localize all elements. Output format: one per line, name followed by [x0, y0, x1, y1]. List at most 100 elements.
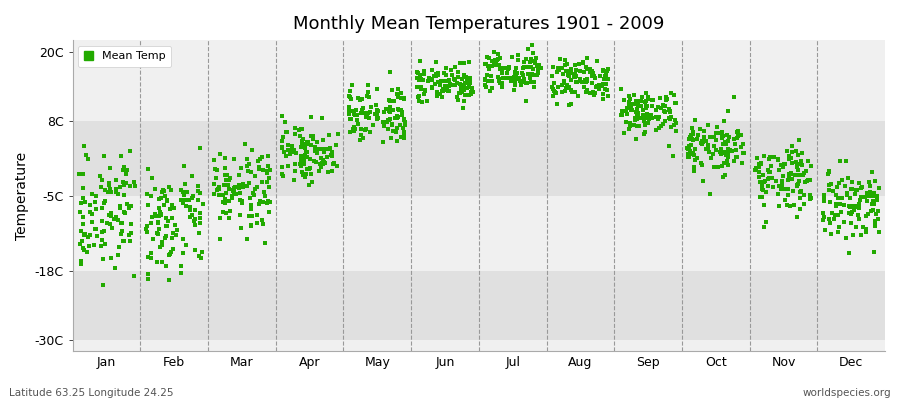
Point — [80, 234, 94, 240]
Point — [563, 101, 578, 108]
Point — [709, 124, 724, 130]
Point — [698, 146, 713, 152]
Point — [120, 201, 134, 207]
Point — [103, 164, 117, 171]
Point — [495, 83, 509, 90]
Point — [687, 168, 701, 174]
Point — [792, 206, 806, 212]
Point — [294, 156, 309, 162]
Point — [113, 220, 128, 226]
Point — [127, 179, 141, 186]
Point — [456, 87, 471, 94]
Point — [353, 137, 367, 143]
Point — [771, 167, 786, 173]
Point — [752, 160, 767, 167]
Point — [220, 210, 234, 216]
Point — [326, 161, 340, 167]
Point — [579, 89, 593, 95]
Point — [695, 140, 709, 147]
Point — [633, 115, 647, 121]
Point — [320, 169, 335, 175]
Point — [595, 83, 609, 90]
Point — [622, 120, 636, 126]
Point — [96, 282, 111, 289]
Point — [508, 65, 523, 71]
Point — [682, 134, 697, 140]
Point — [421, 78, 436, 84]
Point — [523, 58, 537, 65]
Point — [562, 71, 576, 78]
Point — [317, 147, 331, 154]
Point — [255, 154, 269, 160]
Point — [439, 78, 454, 84]
Point — [436, 88, 450, 94]
Point — [174, 187, 188, 194]
Point — [779, 202, 794, 208]
Point — [852, 205, 867, 212]
Point — [294, 152, 309, 159]
Point — [714, 150, 728, 157]
Point — [323, 151, 338, 158]
Point — [78, 199, 93, 206]
Point — [193, 230, 207, 237]
Point — [752, 164, 766, 170]
Point — [691, 132, 706, 138]
Point — [441, 78, 455, 84]
Point — [218, 172, 232, 178]
Point — [501, 66, 516, 72]
Point — [844, 220, 859, 226]
Point — [225, 192, 239, 199]
Point — [646, 97, 661, 104]
Point — [662, 106, 676, 113]
Point — [717, 138, 732, 145]
Point — [351, 94, 365, 101]
Point — [568, 89, 582, 95]
Point — [74, 261, 88, 267]
Point — [152, 205, 166, 212]
Point — [300, 138, 314, 145]
Point — [588, 75, 602, 82]
Point — [183, 207, 197, 213]
Point — [157, 188, 171, 194]
Point — [868, 223, 882, 229]
Point — [520, 64, 535, 70]
Point — [343, 94, 357, 100]
Point — [411, 70, 426, 76]
Point — [153, 208, 167, 215]
Point — [83, 202, 97, 208]
Point — [644, 111, 658, 118]
Point — [216, 192, 230, 198]
Point — [502, 65, 517, 72]
Point — [191, 182, 205, 189]
Point — [785, 160, 799, 167]
Point — [95, 256, 110, 262]
Point — [392, 106, 406, 112]
Point — [688, 152, 702, 158]
Point — [568, 70, 582, 77]
Point — [248, 173, 262, 180]
Point — [287, 177, 302, 183]
Point — [564, 89, 579, 95]
Point — [797, 179, 812, 185]
Point — [141, 166, 156, 172]
Point — [623, 122, 637, 129]
Point — [414, 76, 428, 82]
Point — [169, 226, 184, 233]
Point — [74, 258, 88, 264]
Point — [489, 58, 503, 64]
Point — [629, 110, 643, 117]
Point — [495, 75, 509, 82]
Point — [637, 130, 652, 137]
Point — [718, 160, 733, 166]
Point — [580, 66, 594, 72]
Point — [781, 192, 796, 198]
Point — [253, 198, 267, 204]
Point — [598, 73, 612, 79]
Point — [562, 102, 576, 108]
Point — [790, 214, 805, 220]
Point — [638, 122, 652, 129]
Point — [342, 108, 356, 114]
Point — [617, 97, 632, 104]
Point — [596, 66, 610, 73]
Point — [721, 150, 735, 157]
